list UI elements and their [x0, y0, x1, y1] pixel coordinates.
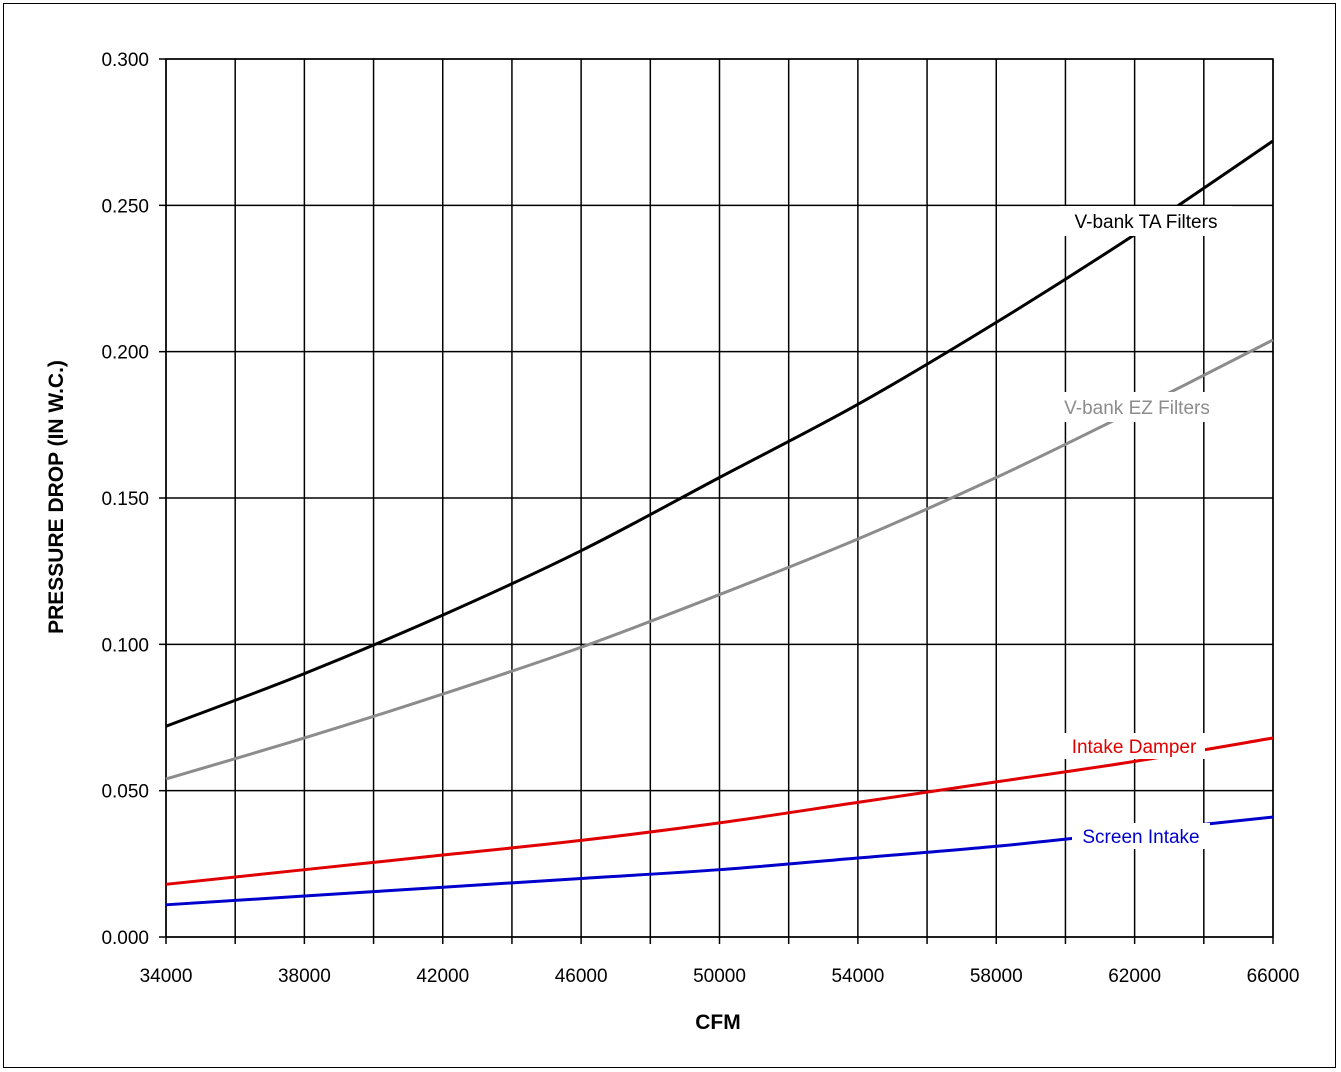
series-label-text: Screen Intake [1082, 827, 1199, 848]
y-axis-title: PRESSURE DROP (IN W.C.) [45, 360, 68, 634]
x-axis-title: CFM [695, 1011, 741, 1034]
x-tick-label: 66000 [1247, 966, 1300, 987]
y-tick-label: 0.000 [101, 928, 149, 949]
x-tick-label: 58000 [970, 966, 1023, 987]
x-tick-label: 62000 [1108, 966, 1161, 987]
y-tick-label: 0.300 [101, 50, 149, 71]
x-tick-label: 54000 [831, 966, 884, 987]
x-tick-label: 42000 [416, 966, 469, 987]
x-tick-label: 46000 [555, 966, 608, 987]
x-tick-label: 50000 [693, 966, 746, 987]
series-line-intake-damper [165, 736, 1274, 886]
series-label-background [1072, 823, 1210, 849]
y-tick-label: 0.150 [101, 489, 149, 510]
chart-frame [3, 3, 1336, 1068]
series-label-intake-damper: Intake Damper [1063, 733, 1205, 759]
series-label-screen-intake: Screen Intake [1072, 823, 1210, 849]
series-line-v-bank-ta-filters [165, 139, 1274, 728]
grid-layer [159, 58, 1274, 944]
plot-area-border [165, 58, 1274, 938]
tick-label-layer: 34000 38000 42000 46000 50000 54000 58000 62000… [101, 50, 1299, 987]
x-tick-label: 38000 [278, 966, 331, 987]
series-label-text: Intake Damper [1072, 737, 1197, 758]
series-line-v-bank-ez-filters [165, 338, 1274, 781]
y-tick-label: 0.250 [101, 196, 149, 217]
series-label-background [1060, 206, 1232, 236]
series-label-v-bank-ez-filters: V-bank EZ Filters [1053, 392, 1221, 422]
y-tick-label: 0.200 [101, 343, 149, 364]
y-tick-label: 0.050 [101, 782, 149, 803]
x-tick-label: 34000 [140, 966, 193, 987]
series-label-text: V-bank TA Filters [1075, 212, 1218, 233]
series-label-layer: V-bank TA Filters V-bank EZ Filters Intake… [1053, 206, 1232, 849]
series-label-background [1063, 733, 1205, 759]
series-label-text: V-bank EZ Filters [1064, 398, 1210, 419]
series-label-v-bank-ta-filters: V-bank TA Filters [1060, 206, 1232, 236]
y-tick-label: 0.100 [101, 635, 149, 656]
series-label-background [1053, 392, 1221, 422]
